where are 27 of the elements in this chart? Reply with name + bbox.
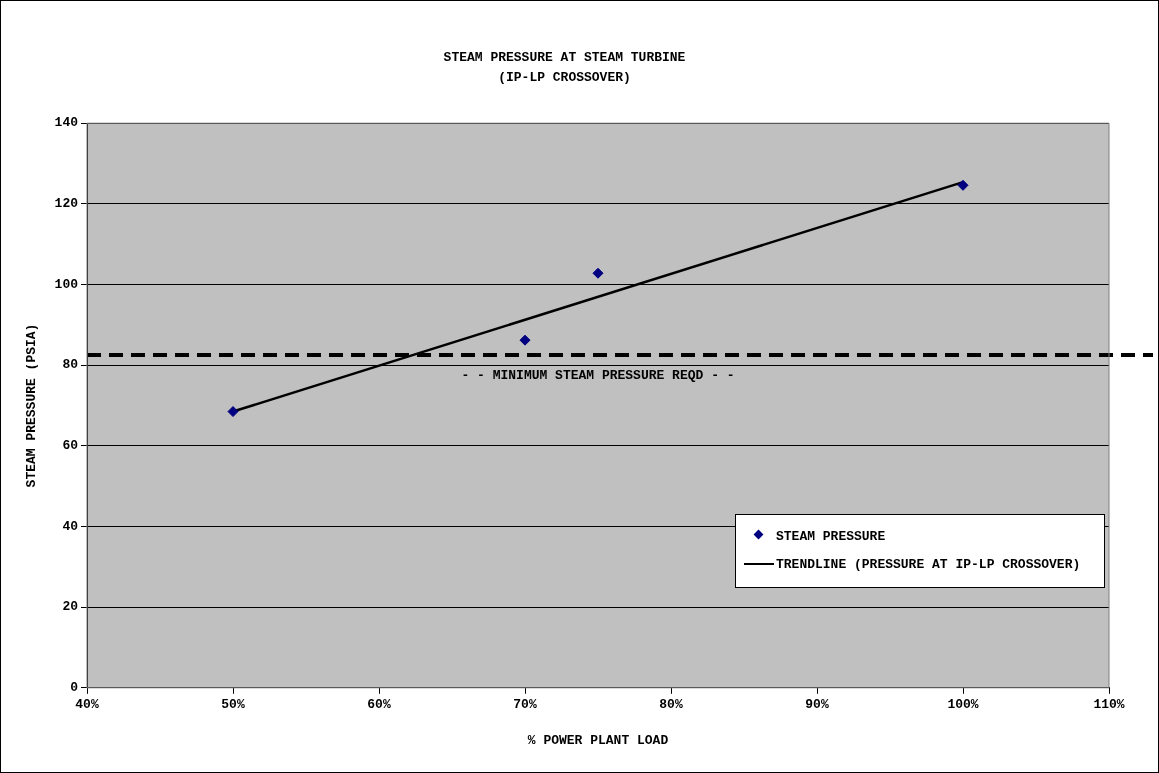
x-tick-label: 90% bbox=[805, 696, 829, 712]
x-axis-title: % POWER PLANT LOAD bbox=[527, 733, 669, 749]
point bbox=[592, 267, 604, 279]
legend-label: TRENDLINE (PRESSURE AT IP-LP CROSSOVER) bbox=[776, 555, 1082, 574]
x-tick-label: 40% bbox=[75, 696, 99, 712]
y-tick-label: 120 bbox=[54, 196, 79, 212]
y-tick-label: 80 bbox=[62, 357, 79, 373]
x-tick-label: 50% bbox=[221, 696, 245, 712]
x-tick-label: 100% bbox=[947, 696, 979, 712]
legend-label: STEAM PRESSURE bbox=[776, 527, 887, 546]
y-tick-label: 100 bbox=[54, 276, 79, 292]
x-tick-label: 60% bbox=[367, 696, 391, 712]
y-tick-label: 140 bbox=[54, 115, 79, 131]
chart-title: STEAM PRESSURE AT STEAM TURBINE bbox=[443, 50, 686, 66]
x-tick-label: 70% bbox=[513, 696, 537, 712]
ref-line-label: - - MINIMUM STEAM PRESSURE REQD - - bbox=[461, 367, 735, 383]
point bbox=[227, 406, 239, 418]
y-tick-label: 20 bbox=[62, 599, 79, 615]
x-tick-label: 110% bbox=[1093, 696, 1125, 712]
y-tick-label: 0 bbox=[70, 680, 79, 696]
point bbox=[519, 334, 531, 346]
y-tick-label: 60 bbox=[62, 438, 79, 454]
y-axis-title: STEAM PRESSURE (PSIA) bbox=[24, 323, 40, 488]
x-tick-label: 80% bbox=[659, 696, 683, 712]
y-tick-label: 40 bbox=[62, 518, 79, 534]
chart-subtitle: (IP-LP CROSSOVER) bbox=[498, 69, 631, 85]
point bbox=[957, 179, 969, 191]
